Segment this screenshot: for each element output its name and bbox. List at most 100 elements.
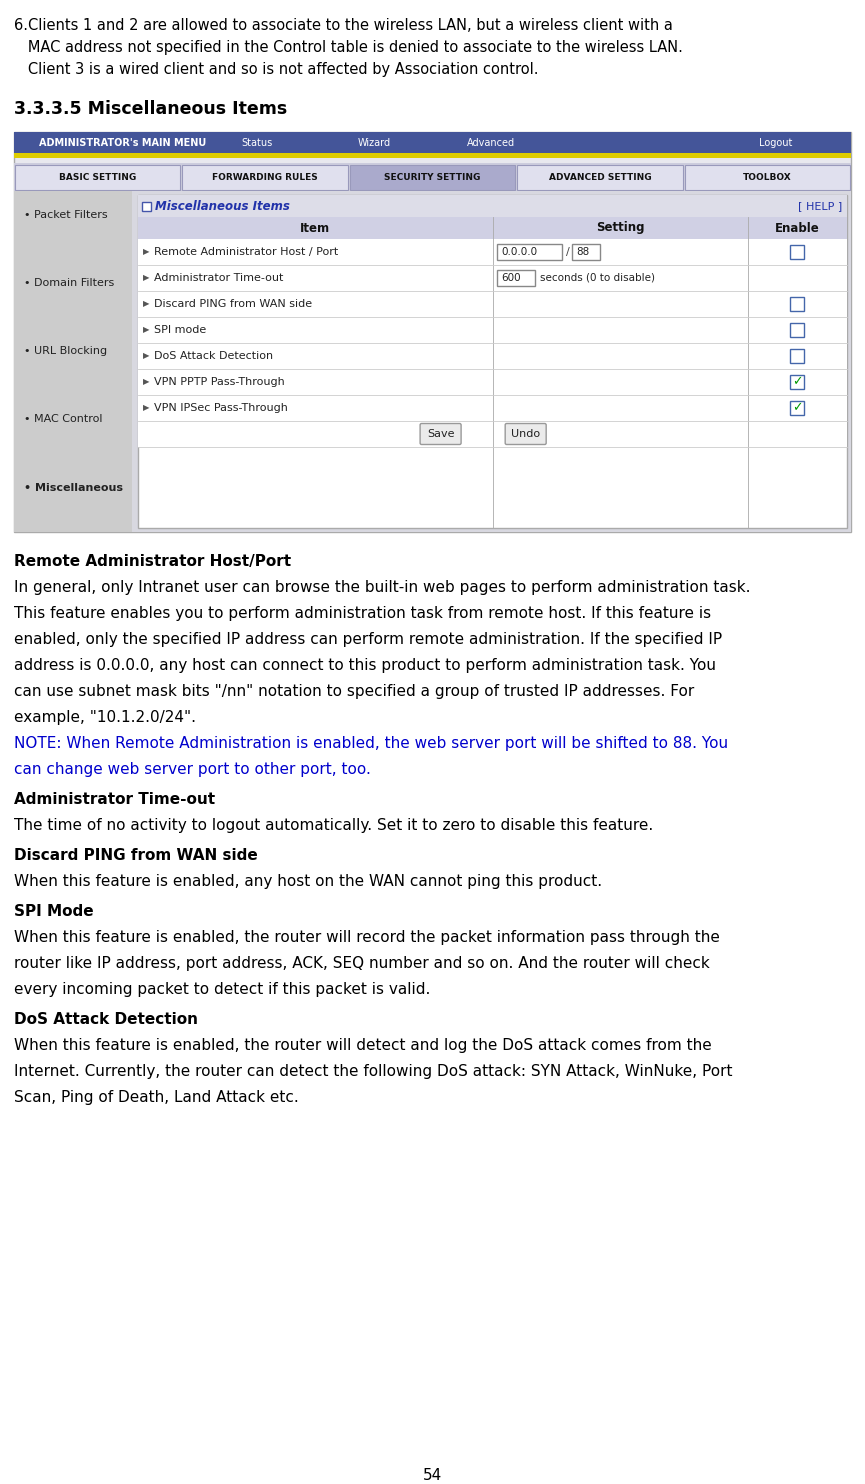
- Text: ▶: ▶: [143, 377, 150, 386]
- Bar: [138, 291, 847, 318]
- Text: DoS Attack Detection: DoS Attack Detection: [14, 1012, 198, 1027]
- Text: /: /: [566, 246, 569, 257]
- Text: seconds (0 to disable): seconds (0 to disable): [541, 273, 656, 283]
- Text: can change web server port to other port, too.: can change web server port to other port…: [14, 761, 371, 778]
- Bar: [14, 163, 851, 191]
- Text: In general, only Intranet user can browse the built-in web pages to perform admi: In general, only Intranet user can brows…: [14, 580, 751, 595]
- Text: ▶: ▶: [143, 273, 150, 282]
- Bar: [138, 217, 847, 239]
- Bar: [15, 165, 181, 190]
- Text: • MAC Control: • MAC Control: [24, 414, 102, 424]
- Bar: [14, 132, 851, 531]
- Text: 54: 54: [422, 1468, 442, 1483]
- Bar: [138, 239, 847, 266]
- Text: Discard PING from WAN side: Discard PING from WAN side: [154, 298, 312, 309]
- Text: 0.0.0.0: 0.0.0.0: [502, 246, 538, 257]
- Text: SPI Mode: SPI Mode: [14, 904, 93, 919]
- Text: Administrator Time-out: Administrator Time-out: [154, 273, 284, 283]
- Bar: [138, 370, 847, 395]
- Text: Setting: Setting: [596, 221, 644, 234]
- Text: Wizard: Wizard: [357, 138, 390, 148]
- Text: • URL Blocking: • URL Blocking: [24, 346, 107, 356]
- Text: The time of no activity to logout automatically. Set it to zero to disable this : The time of no activity to logout automa…: [14, 818, 653, 833]
- Bar: [14, 153, 851, 157]
- Text: address is 0.0.0.0, any host can connect to this product to perform administrati: address is 0.0.0.0, any host can connect…: [14, 657, 716, 674]
- Text: ▶: ▶: [143, 300, 150, 309]
- FancyBboxPatch shape: [420, 423, 461, 445]
- Bar: [138, 266, 847, 291]
- FancyBboxPatch shape: [505, 423, 546, 445]
- Text: ▶: ▶: [143, 404, 150, 413]
- Text: ▶: ▶: [143, 352, 150, 361]
- Text: Internet. Currently, the router can detect the following DoS attack: SYN Attack,: Internet. Currently, the router can dete…: [14, 1064, 733, 1079]
- Bar: [138, 194, 847, 528]
- Bar: [791, 245, 804, 260]
- Bar: [791, 401, 804, 416]
- Text: Remote Administrator Host/Port: Remote Administrator Host/Port: [14, 554, 292, 568]
- Bar: [497, 270, 535, 286]
- Text: When this feature is enabled, the router will record the packet information pass: When this feature is enabled, the router…: [14, 930, 720, 945]
- Text: enabled, only the specified IP address can perform remote administration. If the: enabled, only the specified IP address c…: [14, 632, 722, 647]
- Text: 600: 600: [502, 273, 521, 283]
- Text: Undo: Undo: [511, 429, 541, 439]
- Text: FORWARDING RULES: FORWARDING RULES: [212, 174, 318, 183]
- Text: 88: 88: [576, 246, 590, 257]
- Text: DoS Attack Detection: DoS Attack Detection: [154, 352, 273, 361]
- Text: Discard PING from WAN side: Discard PING from WAN side: [14, 847, 258, 864]
- Bar: [183, 165, 348, 190]
- Bar: [349, 165, 516, 190]
- Text: Remote Administrator Host / Port: Remote Administrator Host / Port: [154, 246, 338, 257]
- Text: can use subnet mask bits "/nn" notation to specified a group of trusted IP addre: can use subnet mask bits "/nn" notation …: [14, 684, 695, 699]
- Text: SPI mode: SPI mode: [154, 325, 206, 335]
- Text: Client 3 is a wired client and so is not affected by Association control.: Client 3 is a wired client and so is not…: [14, 62, 539, 77]
- Bar: [142, 202, 151, 211]
- Text: Administrator Time-out: Administrator Time-out: [14, 792, 215, 807]
- Bar: [14, 191, 851, 531]
- Text: 6.Clients 1 and 2 are allowed to associate to the wireless LAN, but a wireless c: 6.Clients 1 and 2 are allowed to associa…: [14, 18, 673, 33]
- Text: Miscellaneous Items: Miscellaneous Items: [155, 199, 290, 212]
- Text: • Packet Filters: • Packet Filters: [24, 209, 107, 220]
- Text: VPN PPTP Pass-Through: VPN PPTP Pass-Through: [154, 377, 285, 387]
- Text: [ HELP ]: [ HELP ]: [798, 200, 842, 211]
- Text: • Miscellaneous: • Miscellaneous: [24, 482, 123, 493]
- Text: Logout: Logout: [759, 138, 792, 148]
- Text: ✓: ✓: [792, 375, 803, 389]
- Text: Save: Save: [426, 429, 454, 439]
- Text: Scan, Ping of Death, Land Attack etc.: Scan, Ping of Death, Land Attack etc.: [14, 1091, 298, 1106]
- Bar: [138, 194, 847, 217]
- Bar: [791, 349, 804, 364]
- Text: This feature enables you to perform administration task from remote host. If thi: This feature enables you to perform admi…: [14, 605, 711, 620]
- Text: Item: Item: [300, 221, 330, 234]
- Text: Status: Status: [241, 138, 272, 148]
- Text: example, "10.1.2.0/24".: example, "10.1.2.0/24".: [14, 709, 196, 726]
- Text: 3.3.3.5 Miscellaneous Items: 3.3.3.5 Miscellaneous Items: [14, 99, 287, 119]
- Text: every incoming packet to detect if this packet is valid.: every incoming packet to detect if this …: [14, 982, 431, 997]
- Bar: [14, 191, 132, 531]
- Text: SECURITY SETTING: SECURITY SETTING: [384, 174, 481, 183]
- Text: VPN IPSec Pass-Through: VPN IPSec Pass-Through: [154, 404, 288, 413]
- Text: router like IP address, port address, ACK, SEQ number and so on. And the router : router like IP address, port address, AC…: [14, 956, 710, 971]
- Text: ADVANCED SETTING: ADVANCED SETTING: [548, 174, 651, 183]
- Bar: [572, 243, 599, 260]
- Bar: [138, 318, 847, 343]
- Bar: [138, 421, 847, 447]
- Bar: [14, 132, 851, 154]
- Text: MAC address not specified in the Control table is denied to associate to the wir: MAC address not specified in the Control…: [14, 40, 682, 55]
- Text: Advanced: Advanced: [467, 138, 516, 148]
- Text: NOTE: When Remote Administration is enabled, the web server port will be shifted: NOTE: When Remote Administration is enab…: [14, 736, 728, 751]
- Bar: [791, 324, 804, 337]
- Text: ▶: ▶: [143, 325, 150, 334]
- Text: When this feature is enabled, any host on the WAN cannot ping this product.: When this feature is enabled, any host o…: [14, 874, 602, 889]
- Bar: [791, 297, 804, 312]
- Text: • Domain Filters: • Domain Filters: [24, 278, 114, 288]
- Bar: [138, 395, 847, 421]
- Bar: [517, 165, 682, 190]
- Bar: [138, 343, 847, 370]
- Text: When this feature is enabled, the router will detect and log the DoS attack come: When this feature is enabled, the router…: [14, 1037, 712, 1054]
- Text: BASIC SETTING: BASIC SETTING: [59, 174, 137, 183]
- Bar: [791, 375, 804, 389]
- Text: ▶: ▶: [143, 248, 150, 257]
- Bar: [497, 243, 561, 260]
- Bar: [684, 165, 850, 190]
- Text: TOOLBOX: TOOLBOX: [743, 174, 791, 183]
